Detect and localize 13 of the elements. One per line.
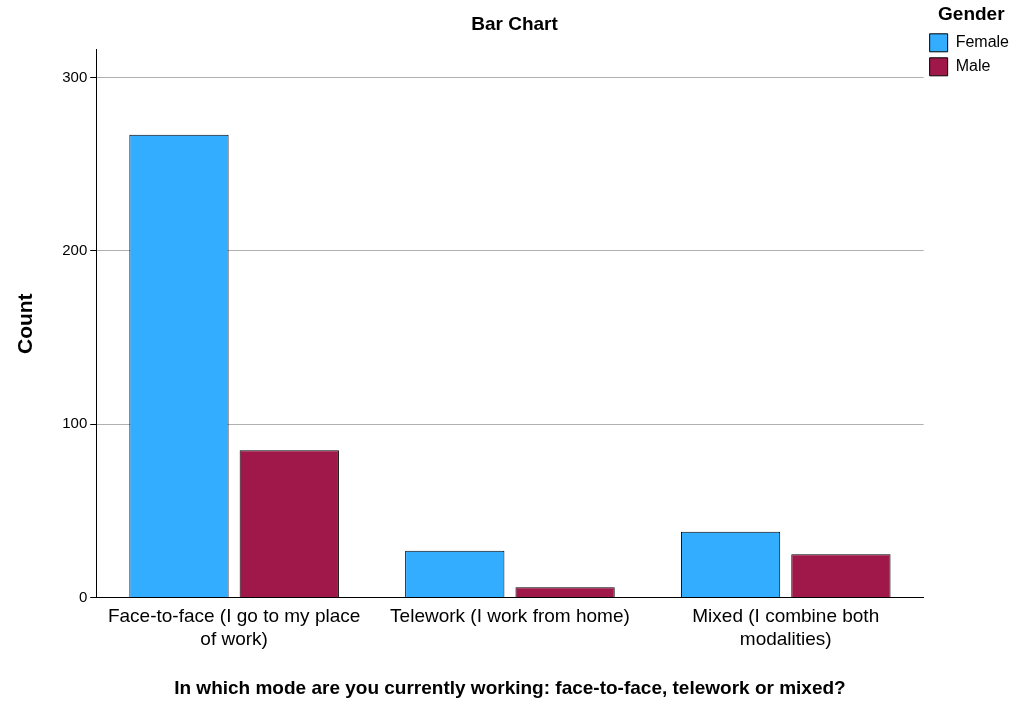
legend-label: Female <box>955 33 1010 51</box>
legend-title: Gender <box>938 2 1006 24</box>
y-tick-label: 300 <box>62 67 88 85</box>
y-tick-label: 200 <box>62 241 88 259</box>
legend-label: Male <box>955 57 991 75</box>
y-axis-title: Count <box>13 293 37 355</box>
x-tick-label: Mixed (I combine both modalities) <box>692 605 880 650</box>
x-axis-title: In which mode are you currently working: face-to-face, telework or mixed? <box>174 676 846 698</box>
x-tick-label: Telework (I work from home) <box>390 605 630 627</box>
y-tick-label: 100 <box>62 414 88 432</box>
x-tick-label: Face-to-face (I go to my place of work) <box>107 605 361 650</box>
y-tick-label: 0 <box>78 587 88 605</box>
chart-title: Bar Chart <box>471 12 559 34</box>
